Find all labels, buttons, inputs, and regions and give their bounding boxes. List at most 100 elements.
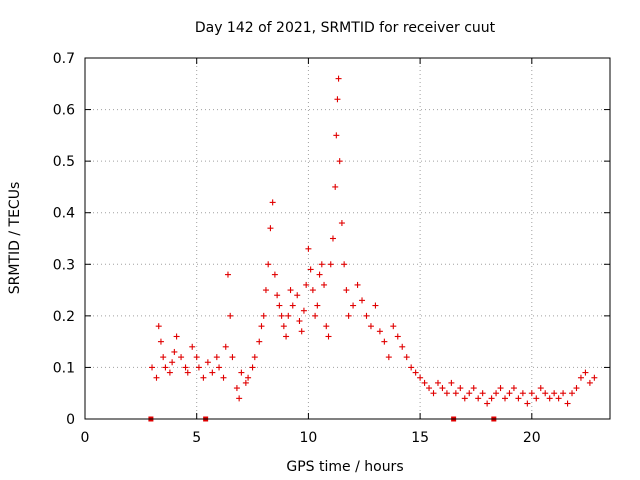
data-point <box>394 333 401 340</box>
data-point <box>524 400 531 407</box>
data-point <box>372 302 379 309</box>
data-point <box>457 385 464 392</box>
data-point <box>318 261 325 268</box>
x-axis-label: GPS time / hours <box>286 459 403 475</box>
data-point <box>399 343 406 350</box>
data-point <box>497 385 504 392</box>
data-point <box>345 312 352 319</box>
data-point <box>267 225 274 232</box>
data-point <box>448 379 455 386</box>
y-tick-label: 0.2 <box>53 309 75 325</box>
y-axis-label: SRMTID / TECUs <box>7 182 23 295</box>
data-point <box>276 302 283 309</box>
data-point <box>305 245 312 252</box>
data-point <box>171 348 178 355</box>
data-point <box>488 395 495 402</box>
y-tick-label: 0.1 <box>53 360 75 376</box>
data-point <box>333 132 340 139</box>
data-point <box>213 354 220 361</box>
data-point <box>300 307 307 314</box>
data-point <box>573 385 580 392</box>
data-point <box>316 271 323 278</box>
data-point <box>169 359 176 366</box>
data-point <box>354 281 361 288</box>
data-point <box>515 395 522 402</box>
data-point <box>285 312 292 319</box>
data-point <box>421 379 428 386</box>
data-points <box>149 75 598 407</box>
data-point <box>363 312 370 319</box>
data-point <box>569 390 576 397</box>
data-point <box>533 395 540 402</box>
data-point <box>274 292 281 299</box>
data-point <box>329 235 336 242</box>
data-point <box>551 390 558 397</box>
data-point <box>493 390 500 397</box>
data-point <box>195 364 202 371</box>
data-point <box>528 390 535 397</box>
data-point <box>430 390 437 397</box>
y-tick-label: 0.6 <box>53 103 75 119</box>
data-point <box>412 369 419 376</box>
data-point <box>582 369 589 376</box>
data-point <box>426 385 433 392</box>
data-point <box>510 385 517 392</box>
data-point <box>359 297 366 304</box>
data-point <box>233 385 240 392</box>
data-point <box>294 292 301 299</box>
data-point <box>280 323 287 330</box>
x-tick-label: 15 <box>411 430 429 446</box>
x-tick-label: 10 <box>299 430 317 446</box>
data-point <box>560 390 567 397</box>
data-point <box>439 385 446 392</box>
data-point <box>564 400 571 407</box>
y-tick-label: 0.7 <box>53 51 75 67</box>
data-point <box>298 328 305 335</box>
x-axis-ticks: 0 5 10 15 20 <box>81 58 541 446</box>
data-point <box>309 287 316 294</box>
data-point <box>278 312 285 319</box>
data-point <box>149 364 156 371</box>
data-point <box>160 354 167 361</box>
data-point <box>403 354 410 361</box>
data-point <box>466 390 473 397</box>
data-point <box>390 323 397 330</box>
data-point <box>242 379 249 386</box>
data-point <box>269 199 276 206</box>
data-point <box>236 395 243 402</box>
data-point <box>321 281 328 288</box>
data-point <box>312 312 319 319</box>
data-point <box>408 364 415 371</box>
data-point <box>227 312 234 319</box>
data-point <box>546 395 553 402</box>
data-point <box>334 96 341 103</box>
data-point <box>238 369 245 376</box>
data-point <box>323 323 330 330</box>
y-tick-label: 0.3 <box>53 257 75 273</box>
data-point <box>249 364 256 371</box>
data-point <box>332 183 339 190</box>
data-point <box>381 338 388 345</box>
data-point <box>222 343 229 350</box>
data-point <box>262 287 269 294</box>
data-point <box>350 302 357 309</box>
data-point <box>245 374 252 381</box>
data-point <box>314 302 321 309</box>
data-point <box>216 364 223 371</box>
y-tick-label: 0.5 <box>53 154 75 170</box>
data-point <box>265 261 272 268</box>
data-point <box>338 220 345 227</box>
data-point <box>271 271 278 278</box>
data-point <box>385 354 392 361</box>
data-point <box>452 390 459 397</box>
data-point <box>434 379 441 386</box>
data-point <box>555 395 562 402</box>
data-point <box>184 369 191 376</box>
data-point <box>461 395 468 402</box>
data-point <box>341 261 348 268</box>
data-point <box>336 158 343 165</box>
data-point <box>189 343 196 350</box>
data-point <box>335 75 342 82</box>
data-point <box>193 354 200 361</box>
y-tick-label: 0.4 <box>53 206 75 222</box>
